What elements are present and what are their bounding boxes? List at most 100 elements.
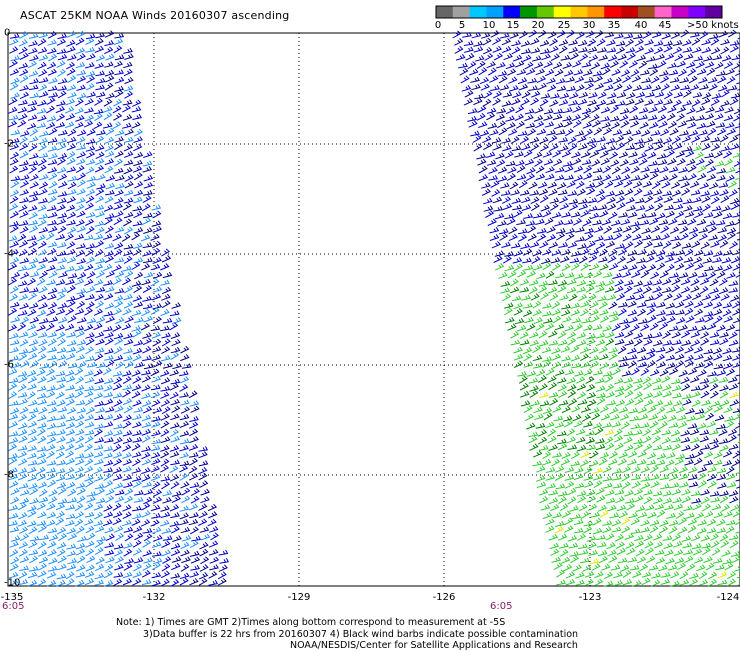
wind-barb (617, 256, 625, 263)
wind-barb (540, 99, 548, 106)
wind-barb (521, 49, 530, 54)
wind-barb (624, 280, 633, 286)
wind-barb (87, 533, 95, 540)
y-tick-label: -8 (4, 470, 14, 481)
wind-barb (115, 211, 123, 217)
wind-barb (600, 151, 608, 158)
wind-barb (558, 331, 566, 338)
wind-barb (9, 481, 17, 488)
wind-barb (612, 527, 621, 532)
wind-barb (48, 159, 57, 164)
wind-barb (181, 550, 190, 556)
wind-barb (85, 398, 93, 405)
wind-barb (57, 205, 65, 211)
wind-barb (152, 439, 161, 444)
wind-barb (606, 498, 615, 503)
wind-barb (529, 287, 537, 294)
wind-barb (474, 46, 483, 52)
wind-barb (616, 41, 625, 46)
wind-barb (153, 535, 162, 541)
wind-barb (679, 370, 687, 376)
wind-barb (161, 459, 169, 466)
wind-barb (103, 326, 112, 331)
wind-barb (514, 354, 523, 360)
wind-barb (593, 468, 602, 473)
wind-barb (49, 128, 57, 135)
wind-barb (172, 339, 180, 345)
wind-barb (96, 188, 104, 195)
wind-barb (542, 356, 551, 361)
wind-barb (622, 482, 630, 489)
wind-barb (105, 286, 114, 292)
wind-barb (171, 579, 179, 586)
wind-barb (691, 340, 699, 347)
wind-barb (160, 264, 168, 271)
wind-barb (11, 317, 20, 323)
wind-barb (664, 92, 672, 99)
wind-barb (644, 339, 652, 346)
wind-barb (8, 278, 16, 285)
wind-barb (141, 235, 150, 241)
wind-barb (38, 346, 46, 353)
wind-barb (711, 197, 719, 204)
wind-barb (724, 316, 733, 322)
wind-barb (105, 31, 113, 38)
wind-barb (484, 206, 493, 212)
wind-barb (163, 536, 172, 541)
wind-barb (534, 159, 542, 166)
wind-barb (58, 288, 67, 294)
wind-barb (562, 151, 570, 157)
wind-barb (483, 47, 491, 54)
wind-barb (10, 166, 18, 173)
wind-barb (676, 511, 684, 518)
wind-barb (66, 514, 75, 519)
wind-barb (715, 161, 724, 166)
wind-barb (56, 122, 65, 128)
wind-barb (171, 399, 180, 405)
wind-barb (565, 166, 573, 172)
wind-barb (584, 129, 592, 136)
wind-barb (38, 205, 46, 211)
wind-barb (609, 556, 617, 563)
wind-barb (629, 61, 637, 68)
wind-barb (86, 302, 94, 309)
wind-barb (633, 181, 641, 188)
wind-barb (676, 263, 684, 270)
wind-barb (198, 467, 206, 474)
wind-barb (514, 264, 522, 271)
wind-barb (489, 129, 498, 135)
wind-barb (49, 92, 58, 97)
wind-barb (537, 228, 546, 233)
wind-barb (721, 90, 729, 97)
wind-barb (548, 490, 557, 495)
wind-barb (105, 243, 114, 249)
legend-color-swatch (470, 6, 487, 18)
wind-barb (77, 226, 85, 232)
wind-barb (599, 249, 607, 256)
wind-barb (568, 338, 576, 345)
wind-barb (191, 489, 199, 496)
wind-barb (84, 452, 93, 458)
wind-barb (562, 406, 570, 413)
wind-barb (525, 62, 533, 69)
wind-barb (57, 437, 65, 443)
wind-barb (517, 165, 525, 172)
wind-barb (691, 190, 700, 195)
wind-barb (94, 109, 103, 114)
wind-barb (30, 536, 39, 541)
wind-barb (540, 195, 548, 202)
wind-barb (727, 128, 735, 134)
wind-barb (95, 378, 104, 384)
wind-barb (85, 249, 93, 256)
wind-barb (535, 219, 544, 225)
wind-barb (517, 69, 526, 75)
wind-barb (661, 572, 670, 577)
wind-barb (477, 159, 485, 165)
wind-barb (198, 446, 207, 451)
wind-barb (663, 498, 672, 504)
wind-barb (496, 114, 504, 120)
wind-barb (84, 264, 92, 270)
wind-barb (27, 453, 36, 459)
wind-barb (607, 146, 616, 152)
wind-barb (498, 167, 506, 173)
